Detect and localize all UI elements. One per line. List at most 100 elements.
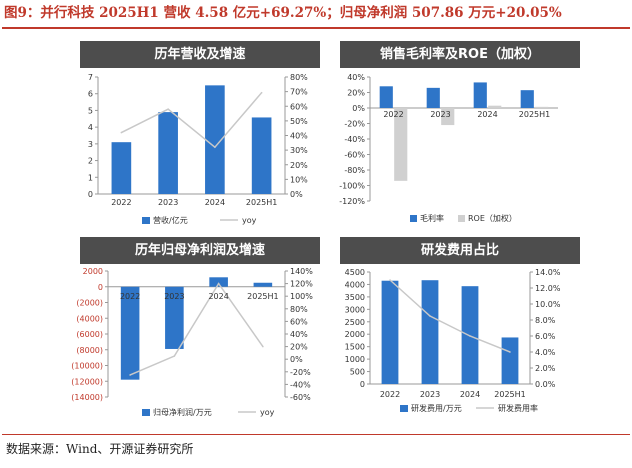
bar-2025H1 [501, 337, 519, 384]
y-tick-label: -100% [339, 182, 365, 191]
legend-line-label: 研发费用率 [498, 403, 538, 413]
legend-bar-swatch [400, 405, 408, 412]
rd-chart: 0 500 1000 1500 2000 2500 3000 3500 4000 4500 0.0%… [345, 268, 561, 413]
line-yoy [389, 279, 511, 353]
category-label-2022: 2022 [111, 198, 131, 207]
legend-line-label: yoy [260, 408, 275, 417]
left-tick-label: 2000 [345, 330, 365, 339]
left-tick-label: 1 [88, 173, 93, 182]
y-tick-label: -20% [344, 120, 365, 129]
left-tick-label: 4 [88, 123, 93, 132]
left-tick-label: 2000 [83, 267, 103, 276]
right-tick-label: 140% [290, 267, 313, 276]
bar-2022 [111, 142, 132, 194]
legend-line-label: yoy [242, 216, 257, 225]
category-label-2022: 2022 [383, 110, 403, 119]
legend-margin-swatch [410, 215, 417, 222]
panel-net-profit-title: 历年归母净利润及增速 [80, 237, 320, 264]
line-point-2025H1 [262, 345, 264, 348]
bar-roe-2023 [441, 108, 455, 126]
footer-rule [2, 434, 630, 435]
y-tick-label: 20% [347, 89, 365, 98]
net-profit-chart: 2000 0 (2000) (4000) (6000) (8000) (10000) (120… [71, 267, 313, 417]
left-tick-label: 1500 [345, 343, 365, 352]
left-tick-label: 4000 [345, 280, 365, 289]
category-label-2023: 2023 [164, 292, 184, 301]
panel-net-profit: 历年归母净利润及增速 2000 0 (2000) (4000) (6000) (8000)… [71, 237, 320, 427]
panel-revenue: 历年营收及增速 0 1 2 3 4 5 6 7 0% 10% 20% 30% 40% 50% 60% 70% 8… [80, 41, 320, 231]
y-tick-label: -120% [339, 197, 365, 206]
left-tick-label: (2000) [76, 299, 103, 308]
line-point-2023 [173, 355, 176, 357]
right-tick-label: 80% [290, 73, 308, 82]
line-point-2024 [217, 282, 220, 285]
line-point-2022 [120, 131, 123, 134]
title-rule [2, 27, 630, 29]
right-tick-label: 20% [290, 343, 308, 352]
left-tick-label: 0 [88, 190, 93, 199]
legend-margin-label: 毛利率 [420, 213, 444, 223]
left-tick-label: 0 [360, 380, 365, 389]
bar-margin-2022 [379, 86, 393, 108]
right-tick-label: 100% [290, 292, 313, 301]
bar-2024 [461, 286, 479, 384]
left-tick-label: (10000) [71, 362, 103, 371]
bar-roe-2025H1 [535, 106, 549, 108]
legend-roe-label: ROE（加权） [468, 213, 517, 223]
panel-margin-roe-title: 销售毛利率及ROE（加权） [340, 41, 580, 68]
category-label-2024: 2024 [460, 390, 480, 399]
bar-2023 [421, 280, 439, 384]
left-tick-label: (8000) [76, 346, 103, 355]
right-tick-label: -60% [290, 393, 311, 402]
right-tick-label: 8.0% [535, 316, 556, 325]
panel-rd-title: 研发费用占比 [340, 237, 580, 264]
line-point-2022 [389, 279, 391, 281]
legend-bar-swatch [142, 217, 150, 224]
right-tick-label: 60% [290, 317, 308, 326]
right-tick-label: 2.0% [535, 364, 556, 373]
category-label-2023: 2023 [420, 390, 440, 399]
line-point-2022 [129, 374, 131, 376]
right-tick-label: 10% [290, 175, 308, 184]
line-point-2025H1 [260, 91, 263, 94]
left-tick-label: 7 [88, 73, 93, 82]
right-tick-label: 50% [290, 117, 308, 126]
panel-margin-roe: 销售毛利率及ROE（加权） 40% 20% 0% -20% -40% -60% -80% -1… [339, 41, 580, 231]
legend-roe-swatch [458, 215, 465, 222]
right-tick-label: 0.0% [535, 380, 556, 389]
category-label-2024: 2024 [205, 198, 225, 207]
category-label-2022: 2022 [120, 292, 140, 301]
left-tick-label: 3000 [345, 305, 365, 314]
left-tick-label: 3500 [345, 293, 365, 302]
line-yoy [121, 92, 263, 149]
left-tick-label: 3 [88, 140, 93, 149]
y-tick-label: -40% [344, 135, 365, 144]
bar-2023 [165, 286, 184, 349]
right-tick-label: 4.0% [535, 348, 556, 357]
left-tick-label: 500 [350, 368, 365, 377]
bar-margin-2025H1 [520, 90, 534, 108]
right-tick-label: 40% [290, 132, 308, 141]
right-tick-label: 0% [290, 355, 303, 364]
left-tick-label: (14000) [71, 393, 103, 402]
right-tick-label: 60% [290, 102, 308, 111]
left-tick-label: 4500 [345, 268, 365, 277]
bar-roe-2022 [394, 108, 408, 181]
figure-title: 图9：并行科技 2025H1 营收 4.58 亿元+69.27%；归母净利润 5… [4, 5, 562, 21]
line-point-2024 [469, 335, 471, 337]
line-point-2023 [167, 108, 169, 110]
right-tick-label: 20% [290, 161, 308, 170]
right-tick-label: 14.0% [535, 268, 561, 277]
right-tick-label: 10.0% [535, 300, 561, 309]
right-tick-label: 0% [290, 190, 303, 199]
category-label-2022: 2022 [380, 390, 400, 399]
right-tick-label: 80% [290, 305, 308, 314]
right-tick-label: 120% [290, 280, 313, 289]
category-label-2025H1: 2025H1 [247, 292, 278, 301]
category-label-2023: 2023 [430, 110, 450, 119]
line-point-2024 [214, 146, 216, 148]
right-tick-label: 40% [290, 330, 308, 339]
right-tick-label: 30% [290, 146, 308, 155]
category-label-2025H1: 2025H1 [246, 198, 277, 207]
